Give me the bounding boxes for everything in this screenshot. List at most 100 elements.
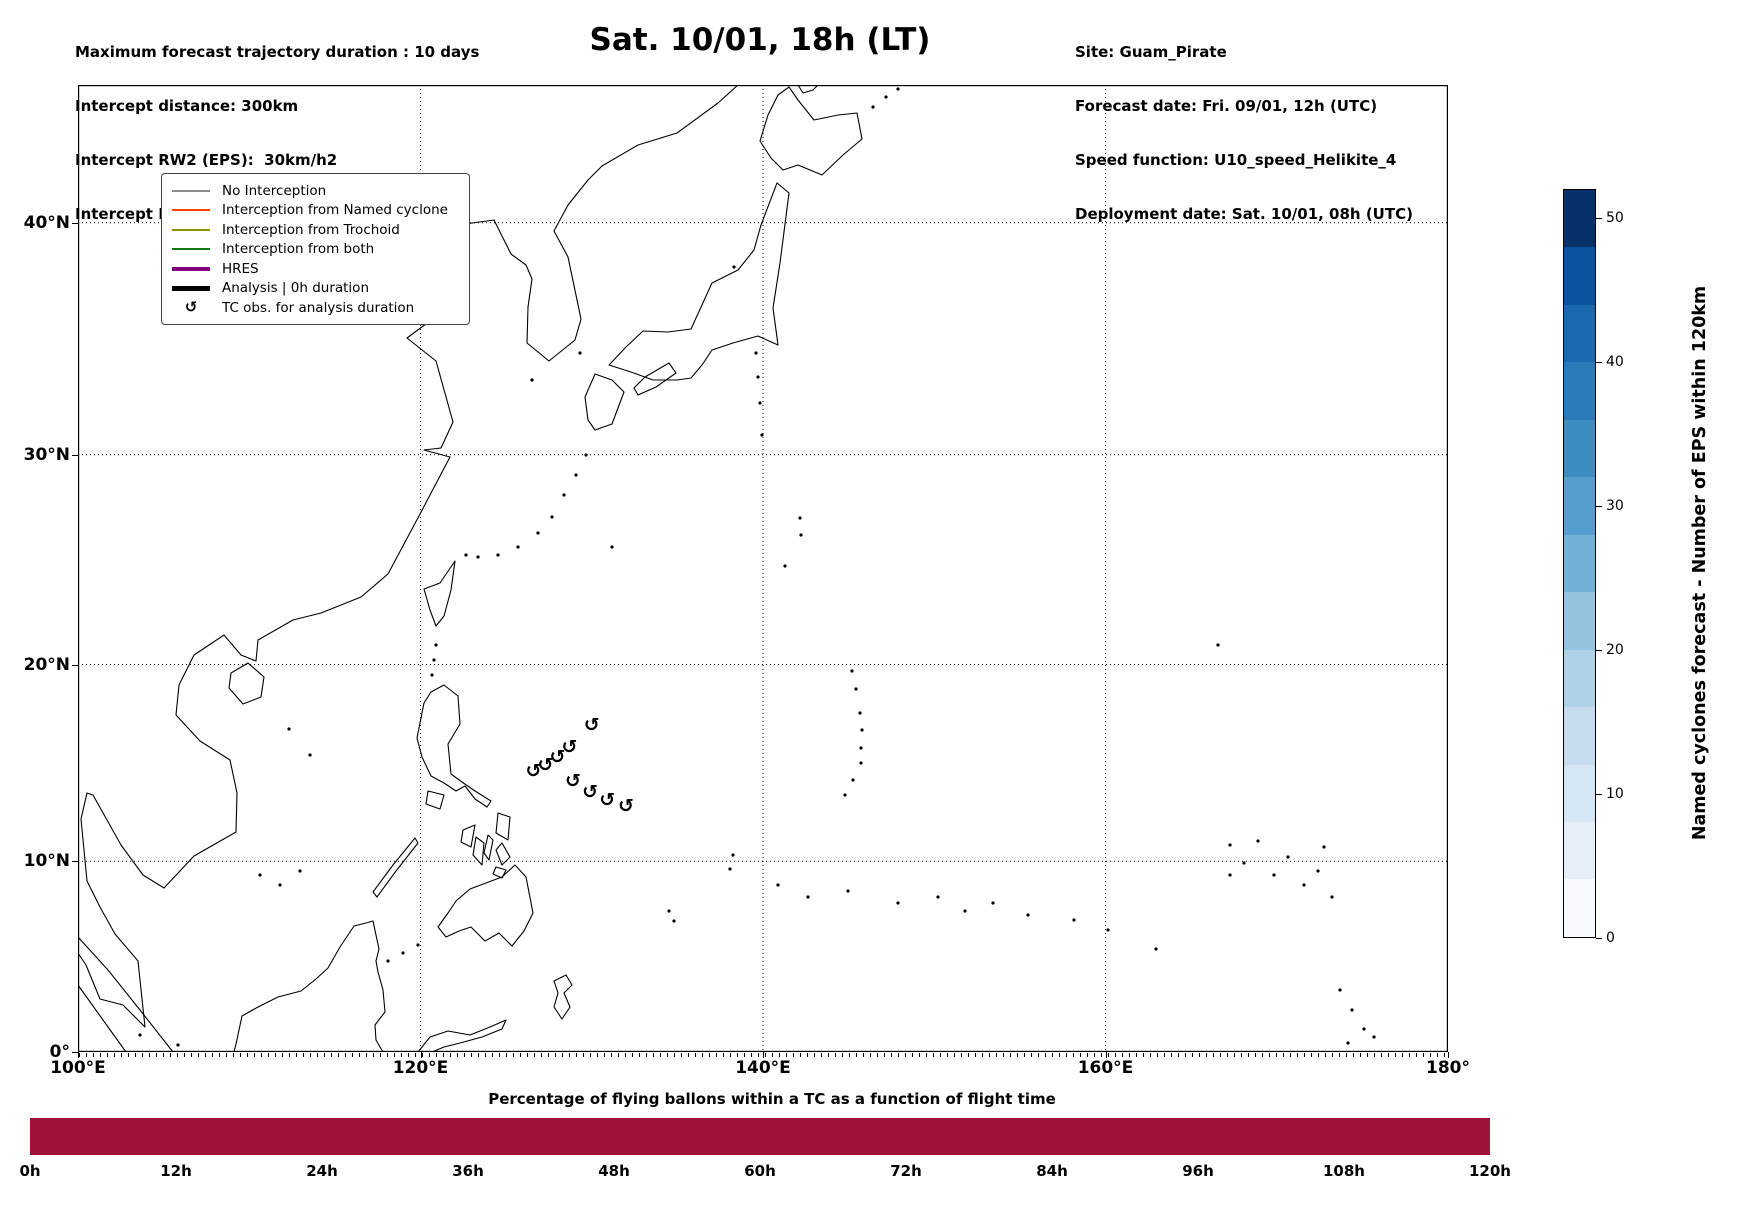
flight-time-bar — [30, 1118, 1490, 1155]
legend-line-sample — [172, 248, 210, 251]
legend-line-sample — [172, 286, 210, 291]
y-tick-mark — [72, 861, 78, 863]
y-tick-label: 20°N — [23, 654, 70, 675]
island-dot — [1346, 1041, 1350, 1045]
bottom-x-tick-label: 24h — [306, 1162, 338, 1180]
island-dot — [859, 761, 863, 765]
legend-item-4: HRES — [172, 259, 459, 279]
x-tick-label: 100°E — [50, 1058, 106, 1078]
y-tick-label: 10°N — [23, 851, 70, 872]
island-dot — [798, 516, 802, 520]
legend-item-label: Interception from Named cyclone — [222, 202, 448, 219]
colorbar-tick-mark — [1596, 505, 1602, 507]
island-dot — [578, 351, 582, 355]
island-dot — [850, 669, 854, 673]
island-dot — [858, 711, 862, 715]
island-dot — [258, 873, 262, 877]
bottom-x-tick-label: 12h — [160, 1162, 192, 1180]
colorbar-segment — [1564, 477, 1595, 535]
colorbar-segment — [1564, 247, 1595, 305]
legend-item-label: Interception from Trochoid — [222, 221, 400, 238]
tc-cyclone-icon: ↺ — [184, 298, 198, 317]
legend-item-2: Interception from Trochoid — [172, 220, 459, 240]
island-dot — [776, 883, 780, 887]
colorbar-tick-label: 10 — [1606, 785, 1624, 802]
colorbar-segment — [1564, 649, 1595, 708]
island-dot — [176, 1043, 180, 1047]
island-dot — [799, 533, 803, 537]
island-dot — [860, 728, 864, 732]
map-panel: No Interception Interception from Named c… — [78, 85, 1448, 1052]
island-dot — [574, 473, 578, 477]
island-dot — [1302, 883, 1306, 887]
island-dot — [1072, 918, 1076, 922]
bottom-x-tick-label: 96h — [1182, 1162, 1214, 1180]
island-dot — [1256, 839, 1260, 843]
legend-item-1: Interception from Named cyclone — [172, 201, 459, 221]
x-tick-mark — [1105, 1052, 1107, 1058]
tc-observation-icon: ↺ — [537, 753, 554, 776]
colorbar-tick-mark — [1596, 217, 1602, 219]
island-dot — [731, 853, 735, 857]
x-tick-label: 120°E — [392, 1058, 449, 1078]
colorbar-tick-mark — [1596, 793, 1602, 795]
colorbar-segment — [1564, 764, 1595, 822]
island-dot — [896, 87, 900, 91]
x-tick-mark — [78, 1052, 79, 1058]
bottom-x-tick-label: 48h — [598, 1162, 630, 1180]
legend-item-6: ↺ TC obs. for analysis duration — [172, 298, 459, 318]
island-dot — [1362, 1027, 1366, 1031]
y-tick-label: 30°N — [23, 444, 70, 465]
header-line: Site: Guam_Pirate — [1075, 43, 1227, 61]
y-tick-label: 40°N — [23, 212, 70, 233]
x-tick-mark — [1448, 1052, 1449, 1058]
island-dot — [562, 493, 566, 497]
island-dot — [963, 909, 967, 913]
x-tick-label: 140°E — [735, 1058, 791, 1078]
island-dot — [386, 959, 390, 963]
colorbar-tick-mark — [1596, 649, 1602, 651]
y-tick-mark — [72, 222, 78, 224]
legend-line-sample — [172, 189, 210, 192]
legend-item-label: No Interception — [222, 182, 327, 199]
colorbar-segment — [1564, 304, 1595, 363]
legend-line-sample — [172, 266, 210, 271]
tc-observation-icon: ↺ — [564, 769, 581, 792]
colorbar-segment — [1564, 190, 1595, 248]
x-tick-label: 180° — [1426, 1058, 1470, 1078]
island-dot — [401, 951, 405, 955]
tc-observation-icon: ↺ — [583, 714, 600, 737]
island-dot — [672, 919, 676, 923]
island-dot — [783, 564, 787, 568]
island-dot — [871, 105, 875, 109]
island-dot — [991, 901, 995, 905]
tc-observation-icon: ↺ — [561, 735, 578, 758]
colorbar-segment — [1564, 879, 1595, 937]
island-dot — [732, 265, 736, 269]
island-dot — [859, 746, 863, 750]
forecast-metadata: Site: Guam_Pirate Forecast date: Fri. 09… — [1075, 7, 1413, 241]
tc-observation-icon: ↺ — [549, 745, 566, 768]
island-dot — [1154, 947, 1158, 951]
bottom-x-tick-label: 84h — [1036, 1162, 1068, 1180]
bottom-chart-title: Percentage of flying ballons within a TC… — [488, 1090, 1056, 1108]
island-dot — [884, 95, 888, 99]
bottom-x-tick-label: 120h — [1469, 1162, 1511, 1180]
header-line: Deployment date: Sat. 10/01, 08h (UTC) — [1075, 205, 1413, 223]
island-dot — [1242, 861, 1246, 865]
legend-item-label: TC obs. for analysis duration — [222, 299, 415, 316]
island-dot — [430, 673, 434, 677]
small-islands — [138, 87, 1376, 1047]
x-tick-mark — [420, 1052, 422, 1058]
colorbar-tick-label: 50 — [1606, 209, 1624, 226]
island-dot — [1216, 643, 1220, 647]
header-line: Forecast date: Fri. 09/01, 12h (UTC) — [1075, 97, 1378, 115]
colorbar-segment — [1564, 821, 1595, 880]
island-dot — [416, 943, 420, 947]
colorbar-segment — [1564, 362, 1595, 420]
header-line: Intercept RW2 (EPS): 30km/h2 — [75, 151, 338, 169]
island-dot — [476, 555, 480, 559]
y-tick-mark — [72, 664, 78, 666]
island-dot — [854, 687, 858, 691]
x-tick-label: 160°E — [1077, 1058, 1134, 1078]
